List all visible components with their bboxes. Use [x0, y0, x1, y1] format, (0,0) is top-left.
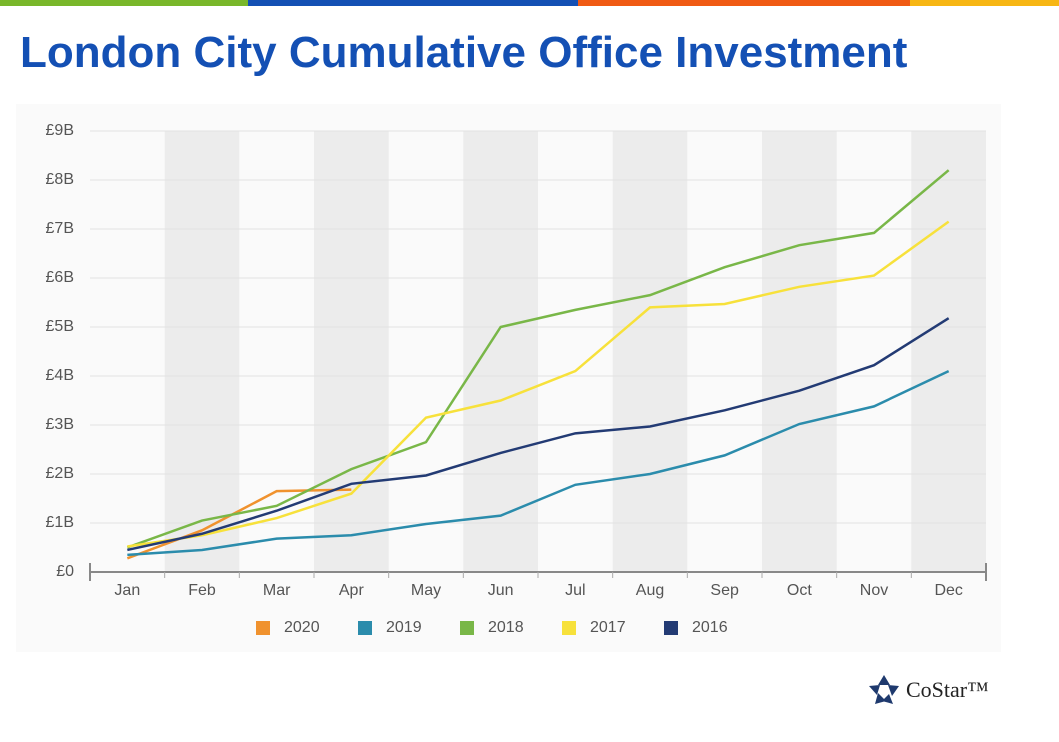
chart-title: London City Cumulative Office Investment: [20, 28, 908, 77]
accent-bar: [578, 0, 910, 6]
x-tick-label: Jan: [114, 582, 140, 599]
y-tick-label: £6B: [46, 269, 74, 286]
y-tick-label: £4B: [46, 367, 74, 384]
plot: £0 £1B £2B £3B £4B £5B £6B £7B £8B £9B Jan Feb Mar Ap…: [46, 122, 987, 636]
y-tick-label: £3B: [46, 416, 74, 433]
series-line: [127, 220, 950, 548]
column-band: [612, 131, 688, 572]
y-tick-label: £9B: [46, 122, 74, 139]
legend-swatch: [562, 621, 576, 635]
column-band: [164, 131, 240, 572]
legend-swatch: [256, 621, 270, 635]
legend-label: 2018: [488, 619, 524, 636]
accent-bar: [910, 0, 1059, 6]
logo-text: CoStar™: [906, 677, 989, 702]
legend-swatch: [460, 621, 474, 635]
x-tick-label: Nov: [860, 582, 888, 599]
legend-label: 2020: [284, 619, 320, 636]
x-tick-label: Jun: [488, 582, 514, 599]
x-tick-label: Aug: [636, 582, 664, 599]
x-tick-label: Sep: [710, 582, 739, 599]
y-tick-label: £5B: [46, 318, 74, 335]
x-tick-label: Jul: [565, 582, 585, 599]
series-line: [127, 317, 950, 552]
column-band: [762, 131, 837, 572]
x-tick-label: May: [411, 582, 441, 599]
series-line: [126, 488, 352, 560]
series-line: [127, 369, 950, 557]
x-tick-label: Mar: [263, 582, 291, 599]
logo-icon: [869, 675, 899, 704]
legend-swatch: [358, 621, 372, 635]
y-tick-label: £1B: [46, 514, 74, 531]
legend-swatch: [664, 621, 678, 635]
y-tick-label: £7B: [46, 220, 74, 237]
y-tick-label: £2B: [46, 465, 74, 482]
legend-label: 2019: [386, 619, 422, 636]
column-band: [463, 131, 538, 572]
y-tick-label: £0: [56, 563, 74, 580]
x-tick-label: Feb: [188, 582, 216, 599]
accent-bar: [0, 0, 248, 6]
accent-bar: [248, 0, 578, 6]
column-band: [911, 131, 986, 572]
x-tick-label: Dec: [934, 582, 962, 599]
column-band: [314, 131, 389, 572]
y-tick-label: £8B: [46, 171, 74, 188]
legend-label: 2016: [692, 619, 728, 636]
x-tick-label: Apr: [339, 582, 365, 599]
x-tick-label: Oct: [787, 582, 812, 599]
series-line: [126, 169, 950, 549]
legend-label: 2017: [590, 619, 626, 636]
